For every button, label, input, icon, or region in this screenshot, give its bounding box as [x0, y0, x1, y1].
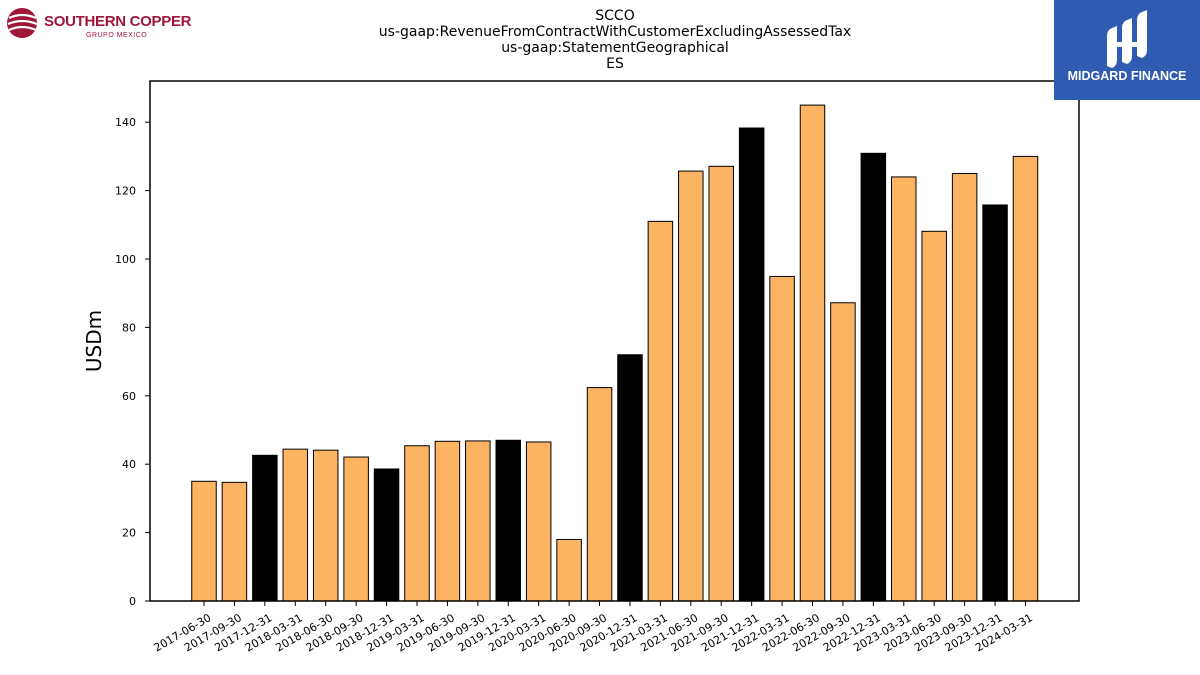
bar-2019-12-31 — [495, 439, 521, 602]
y-tick-label-40: 40 — [122, 458, 136, 471]
chart-title: SCCO us-gaap:RevenueFromContractWithCust… — [379, 8, 851, 72]
bar-2017-06-30 — [191, 480, 217, 602]
southern-copper-logo: SOUTHERN COPPER GRUPO MEXICO — [4, 4, 194, 44]
bar-2021-06-30 — [678, 170, 704, 602]
y-tick-label-20: 20 — [122, 527, 136, 540]
bar-2017-12-31 — [252, 454, 278, 602]
y-tick-label-120: 120 — [115, 185, 136, 198]
bar-2019-06-30 — [434, 440, 461, 602]
chart-title-line-4: ES — [606, 56, 624, 72]
bar-2020-12-31 — [617, 354, 643, 602]
bar-2018-12-31 — [373, 468, 400, 602]
chart-title-line-1: SCCO — [595, 8, 634, 24]
plot-frame — [149, 80, 1080, 602]
bar-2020-06-30 — [556, 538, 582, 602]
bar-2023-09-30 — [951, 173, 978, 602]
chart-title-line-3: us-gaap:StatementGeographical — [501, 40, 729, 56]
midgard-finance-logo: MIDGARD FINANCE — [1054, 0, 1200, 100]
midgard-finance-name: MIDGARD FINANCE — [1067, 69, 1187, 83]
southern-copper-subtitle: GRUPO MEXICO — [86, 32, 148, 39]
bar-2023-03-31 — [891, 176, 917, 602]
bar-2018-09-30 — [343, 456, 369, 602]
bar-2022-12-31 — [860, 152, 887, 602]
bar-2023-06-30 — [921, 230, 947, 602]
y-tick-label-100: 100 — [115, 253, 136, 266]
y-tick-label-0: 0 — [129, 595, 136, 608]
copper-globe-icon — [7, 8, 38, 38]
bar-2024-03-31 — [1012, 155, 1039, 602]
bar-2021-09-30 — [708, 165, 734, 602]
bar-2017-09-30 — [221, 481, 248, 602]
bar-2022-09-30 — [830, 302, 856, 602]
y-tick-label-80: 80 — [122, 321, 136, 334]
y-tick-label-140: 140 — [115, 116, 136, 129]
bar-2020-09-30 — [586, 387, 613, 602]
bar-2021-03-31 — [647, 220, 674, 602]
y-axis: 0 20 40 60 80 100 120 140 — [115, 116, 150, 608]
midgard-mark-icon — [1107, 10, 1147, 68]
bar-2023-12-31 — [982, 204, 1008, 602]
bar-2019-09-30 — [465, 440, 491, 602]
x-axis: 2017-06-302017-09-302017-12-312018-03-31… — [152, 601, 1035, 654]
southern-copper-name: SOUTHERN COPPER — [44, 13, 192, 30]
chart-title-line-2: us-gaap:RevenueFromContractWithCustomerE… — [379, 24, 851, 40]
bar-2022-03-31 — [769, 275, 795, 602]
bar-2018-06-30 — [312, 449, 339, 602]
y-axis-label: USDm — [82, 310, 106, 372]
bar-2020-03-31 — [525, 441, 552, 602]
bar-2018-03-31 — [282, 448, 309, 602]
bar-series — [191, 104, 1039, 602]
bar-2019-03-31 — [404, 445, 430, 602]
bar-2021-12-31 — [738, 127, 765, 602]
bar-2022-06-30 — [799, 104, 826, 602]
y-tick-label-60: 60 — [122, 390, 136, 403]
